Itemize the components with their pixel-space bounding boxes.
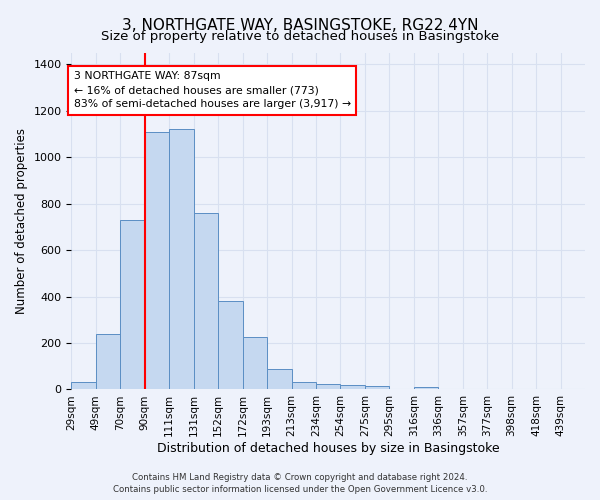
Bar	[218, 301, 242, 390]
Bar	[267, 368, 292, 390]
Bar	[194, 213, 218, 390]
Bar	[169, 129, 194, 390]
Bar	[71, 382, 96, 390]
Text: Size of property relative to detached houses in Basingstoke: Size of property relative to detached ho…	[101, 30, 499, 43]
Y-axis label: Number of detached properties: Number of detached properties	[15, 128, 28, 314]
X-axis label: Distribution of detached houses by size in Basingstoke: Distribution of detached houses by size …	[157, 442, 500, 455]
Bar	[121, 220, 145, 390]
Bar	[242, 337, 267, 390]
Text: Contains HM Land Registry data © Crown copyright and database right 2024.
Contai: Contains HM Land Registry data © Crown c…	[113, 472, 487, 494]
Text: 3, NORTHGATE WAY, BASINGSTOKE, RG22 4YN: 3, NORTHGATE WAY, BASINGSTOKE, RG22 4YN	[122, 18, 478, 32]
Bar	[340, 385, 365, 390]
Text: 3 NORTHGATE WAY: 87sqm
← 16% of detached houses are smaller (773)
83% of semi-de: 3 NORTHGATE WAY: 87sqm ← 16% of detached…	[74, 71, 351, 109]
Bar	[316, 384, 340, 390]
Bar	[292, 382, 316, 390]
Bar	[365, 386, 389, 390]
Bar	[145, 132, 169, 390]
Bar	[96, 334, 121, 390]
Bar	[414, 387, 438, 390]
